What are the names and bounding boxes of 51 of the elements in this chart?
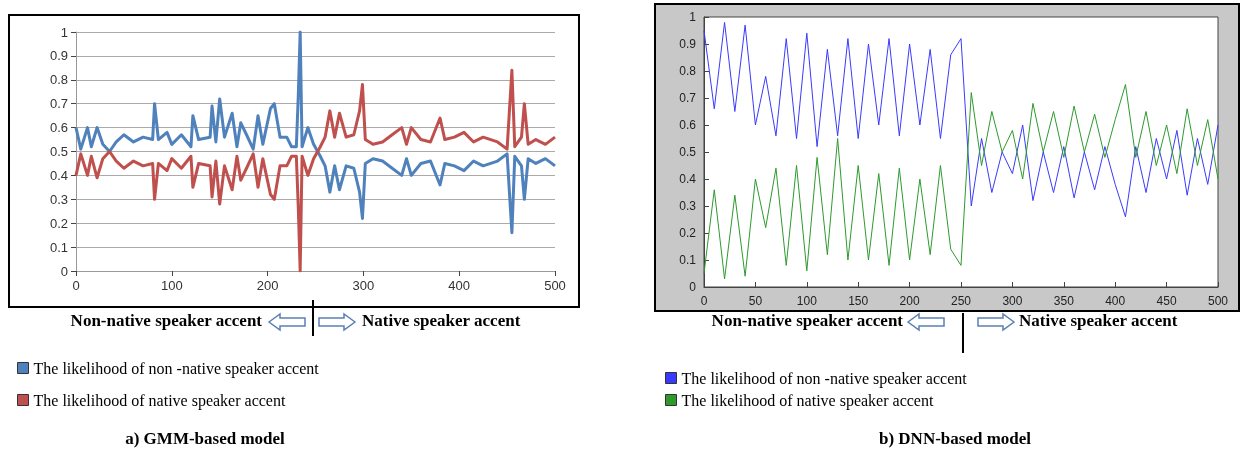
x-tick-label: 0: [72, 278, 80, 293]
y-tick-label: 0.8: [679, 64, 697, 78]
y-tick-label: 0.2: [49, 215, 68, 231]
x-tick-label: 300: [1002, 294, 1023, 308]
x-tick-label: 500: [1207, 294, 1229, 308]
legend-label: The likelihood of native speaker accent: [681, 391, 934, 410]
line-series: [703, 84, 1219, 280]
line-series: [703, 21, 1219, 218]
y-tick-label: 0.9: [679, 37, 697, 51]
y-tick-label: 0.7: [49, 96, 68, 112]
y-tick-label: 0.5: [49, 144, 68, 159]
x-tick-label: 250: [950, 294, 972, 308]
y-tick-label: 0.7: [679, 91, 697, 105]
x-tick-label: 200: [899, 294, 920, 308]
x-tick-label: 300: [352, 278, 375, 293]
y-tick-label: 0.8: [49, 72, 68, 88]
text: b) DNN-based model: [878, 429, 1032, 448]
x-tick-label: 400: [448, 278, 471, 293]
y-tick-label: 0.3: [49, 191, 68, 207]
x-tick-label: 150: [848, 294, 869, 308]
x-tick-label: 400: [1105, 294, 1126, 308]
y-tick-label: 0: [60, 263, 68, 279]
x-tick-label: 100: [160, 278, 183, 293]
text: Native speaker accent: [1019, 311, 1178, 330]
legend-label: The likelihood of non -native speaker accent: [33, 359, 320, 378]
y-tick-label: 0.5: [679, 145, 697, 159]
text: Native speaker accent: [362, 311, 521, 330]
x-tick-label: 100: [796, 294, 818, 308]
y-tick-label: 0.1: [679, 253, 697, 267]
y-tick-label: 1: [60, 24, 68, 40]
x-tick-label: 0: [700, 294, 708, 308]
y-tick-label: 0.3: [679, 199, 697, 213]
x-tick-label: 200: [256, 278, 279, 293]
y-tick-label: 1: [689, 10, 697, 24]
y-tick-label: 0.6: [49, 120, 68, 136]
text: a) GMM-based model: [125, 429, 286, 448]
y-tick-label: 0.2: [679, 226, 697, 240]
line-series: [74, 30, 557, 235]
x-tick-label: 500: [544, 278, 566, 293]
legend-label: The likelihood of non -native speaker accent: [681, 369, 968, 388]
text: Non-native speaker accent: [70, 311, 263, 330]
y-tick-label: 0.9: [49, 48, 68, 64]
y-tick-label: 0.1: [49, 239, 68, 255]
y-tick-label: 0.6: [679, 118, 697, 132]
y-tick-label: 0.4: [49, 167, 68, 183]
text: Non-native speaker accent: [711, 311, 904, 330]
y-tick-label: 0.4: [679, 172, 697, 186]
legend-label: The likelihood of native speaker accent: [33, 391, 286, 410]
x-tick-label: 450: [1156, 294, 1177, 308]
x-tick-label: 50: [748, 294, 763, 308]
x-tick-label: 350: [1053, 294, 1075, 308]
